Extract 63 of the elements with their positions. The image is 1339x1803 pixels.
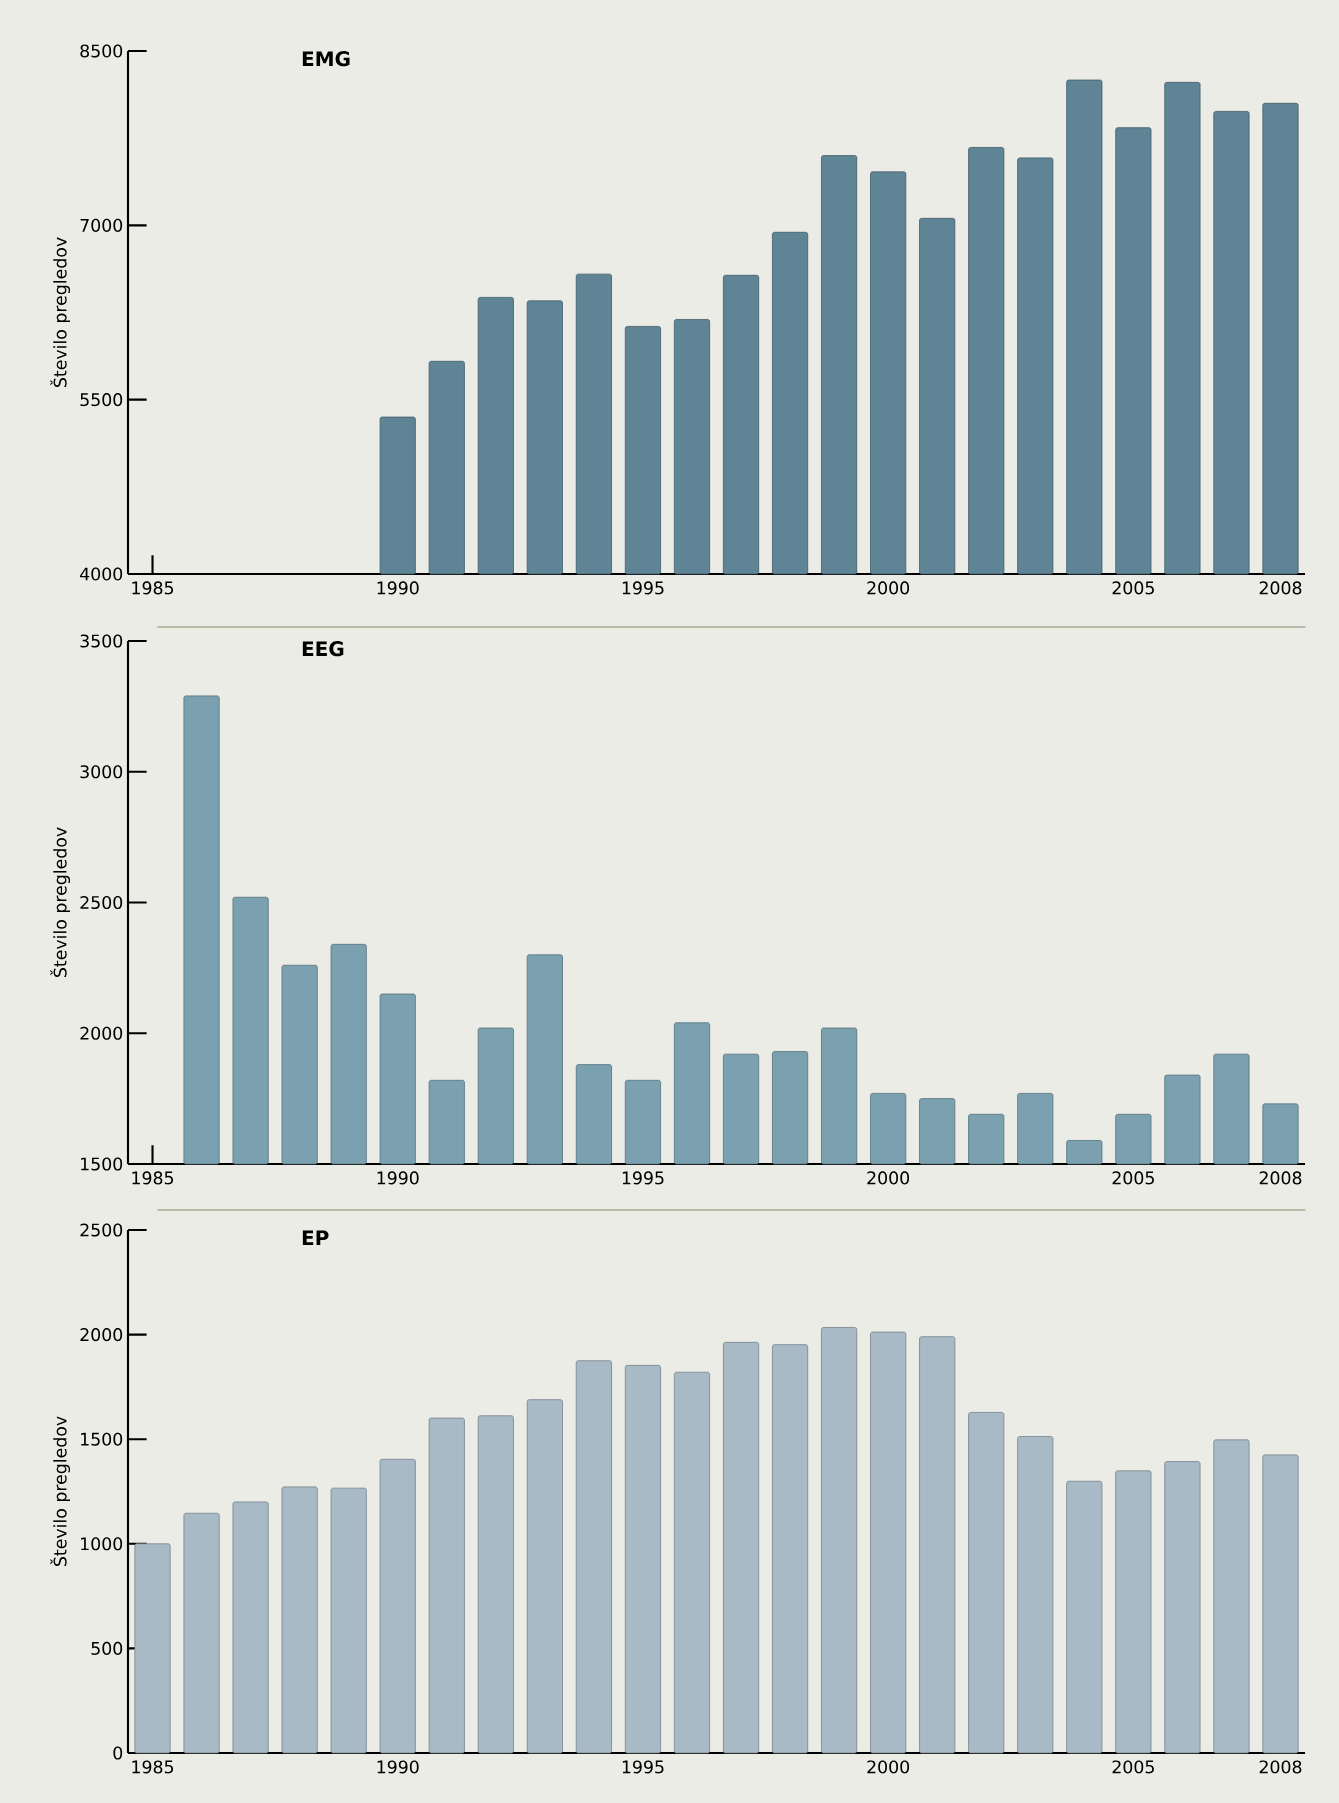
bar xyxy=(330,1487,367,1754)
x-tick-label: 2008 xyxy=(1259,1760,1302,1774)
x-tick-label: 1990 xyxy=(377,1760,419,1774)
x-tick-label: 2000 xyxy=(867,1171,910,1185)
bar xyxy=(821,1327,858,1754)
bar xyxy=(183,1512,220,1754)
y-tick-label: 500 xyxy=(91,1641,123,1655)
bar xyxy=(1262,1454,1299,1754)
y-tick-label: 2000 xyxy=(80,1026,123,1040)
bar xyxy=(722,1341,760,1754)
bar xyxy=(1213,1439,1250,1754)
bar xyxy=(673,1371,711,1754)
y-axis-title: Število pregledov xyxy=(50,1416,71,1566)
chart-title: EMG xyxy=(302,51,350,67)
bar xyxy=(772,1344,809,1754)
x-tick-label: 2008 xyxy=(1259,1171,1302,1185)
bar xyxy=(379,1458,416,1754)
x-tick-label: 2008 xyxy=(1259,581,1302,595)
bar xyxy=(477,1415,514,1754)
y-tick-label: 2000 xyxy=(80,1328,123,1342)
y-tick-label: 3000 xyxy=(80,765,123,779)
y-tick-label: 1500 xyxy=(81,1432,123,1446)
y-tick-label: 1000 xyxy=(81,1537,123,1551)
bar xyxy=(1017,1436,1054,1754)
bar xyxy=(870,1331,907,1754)
bar xyxy=(575,1360,612,1754)
bar xyxy=(1115,1470,1152,1754)
x-tick-label: 2005 xyxy=(1112,581,1154,595)
bar xyxy=(968,1412,1005,1754)
x-tick-label: 2005 xyxy=(1112,1171,1154,1185)
y-tick-label: 3500 xyxy=(80,634,123,648)
chart-title: EP xyxy=(302,1230,329,1245)
x-tick-label: 2000 xyxy=(867,1760,910,1774)
x-tick-label: 1990 xyxy=(377,1171,419,1185)
x-tick-label: 2000 xyxy=(867,581,910,595)
y-tick-label: 4000 xyxy=(80,567,123,581)
y-axis-title: Število pregledov xyxy=(50,827,71,977)
bar xyxy=(624,1364,661,1754)
x-tick-label: 1990 xyxy=(377,581,419,595)
y-tick-label: 2500 xyxy=(80,1223,123,1237)
bar xyxy=(1066,1480,1103,1754)
bar xyxy=(281,1486,318,1754)
bar xyxy=(428,1417,465,1754)
y-axis-title: Število pregledov xyxy=(50,237,71,387)
y-tick-label: 7000 xyxy=(80,218,123,232)
chart-title: EEG xyxy=(302,641,344,657)
x-tick-label: 1995 xyxy=(622,581,664,595)
bar xyxy=(919,1336,956,1754)
x-tick-label: 1985 xyxy=(132,581,174,595)
x-tick-label: 1995 xyxy=(622,1760,664,1774)
y-tick-label: 0 xyxy=(113,1746,123,1760)
bar xyxy=(1164,1461,1201,1754)
y-tick-label: 8500 xyxy=(80,44,123,58)
y-tick-label: 1500 xyxy=(81,1157,123,1171)
bar xyxy=(134,1543,171,1754)
y-tick-label: 2500 xyxy=(80,895,123,910)
x-tick-label: 1985 xyxy=(132,1171,174,1185)
y-tick-label: 5500 xyxy=(80,393,123,407)
x-tick-label: 2005 xyxy=(1112,1760,1154,1774)
x-tick-label: 1985 xyxy=(132,1760,174,1774)
x-tick-label: 1995 xyxy=(622,1171,664,1185)
bar xyxy=(526,1399,563,1754)
bar xyxy=(232,1501,269,1754)
